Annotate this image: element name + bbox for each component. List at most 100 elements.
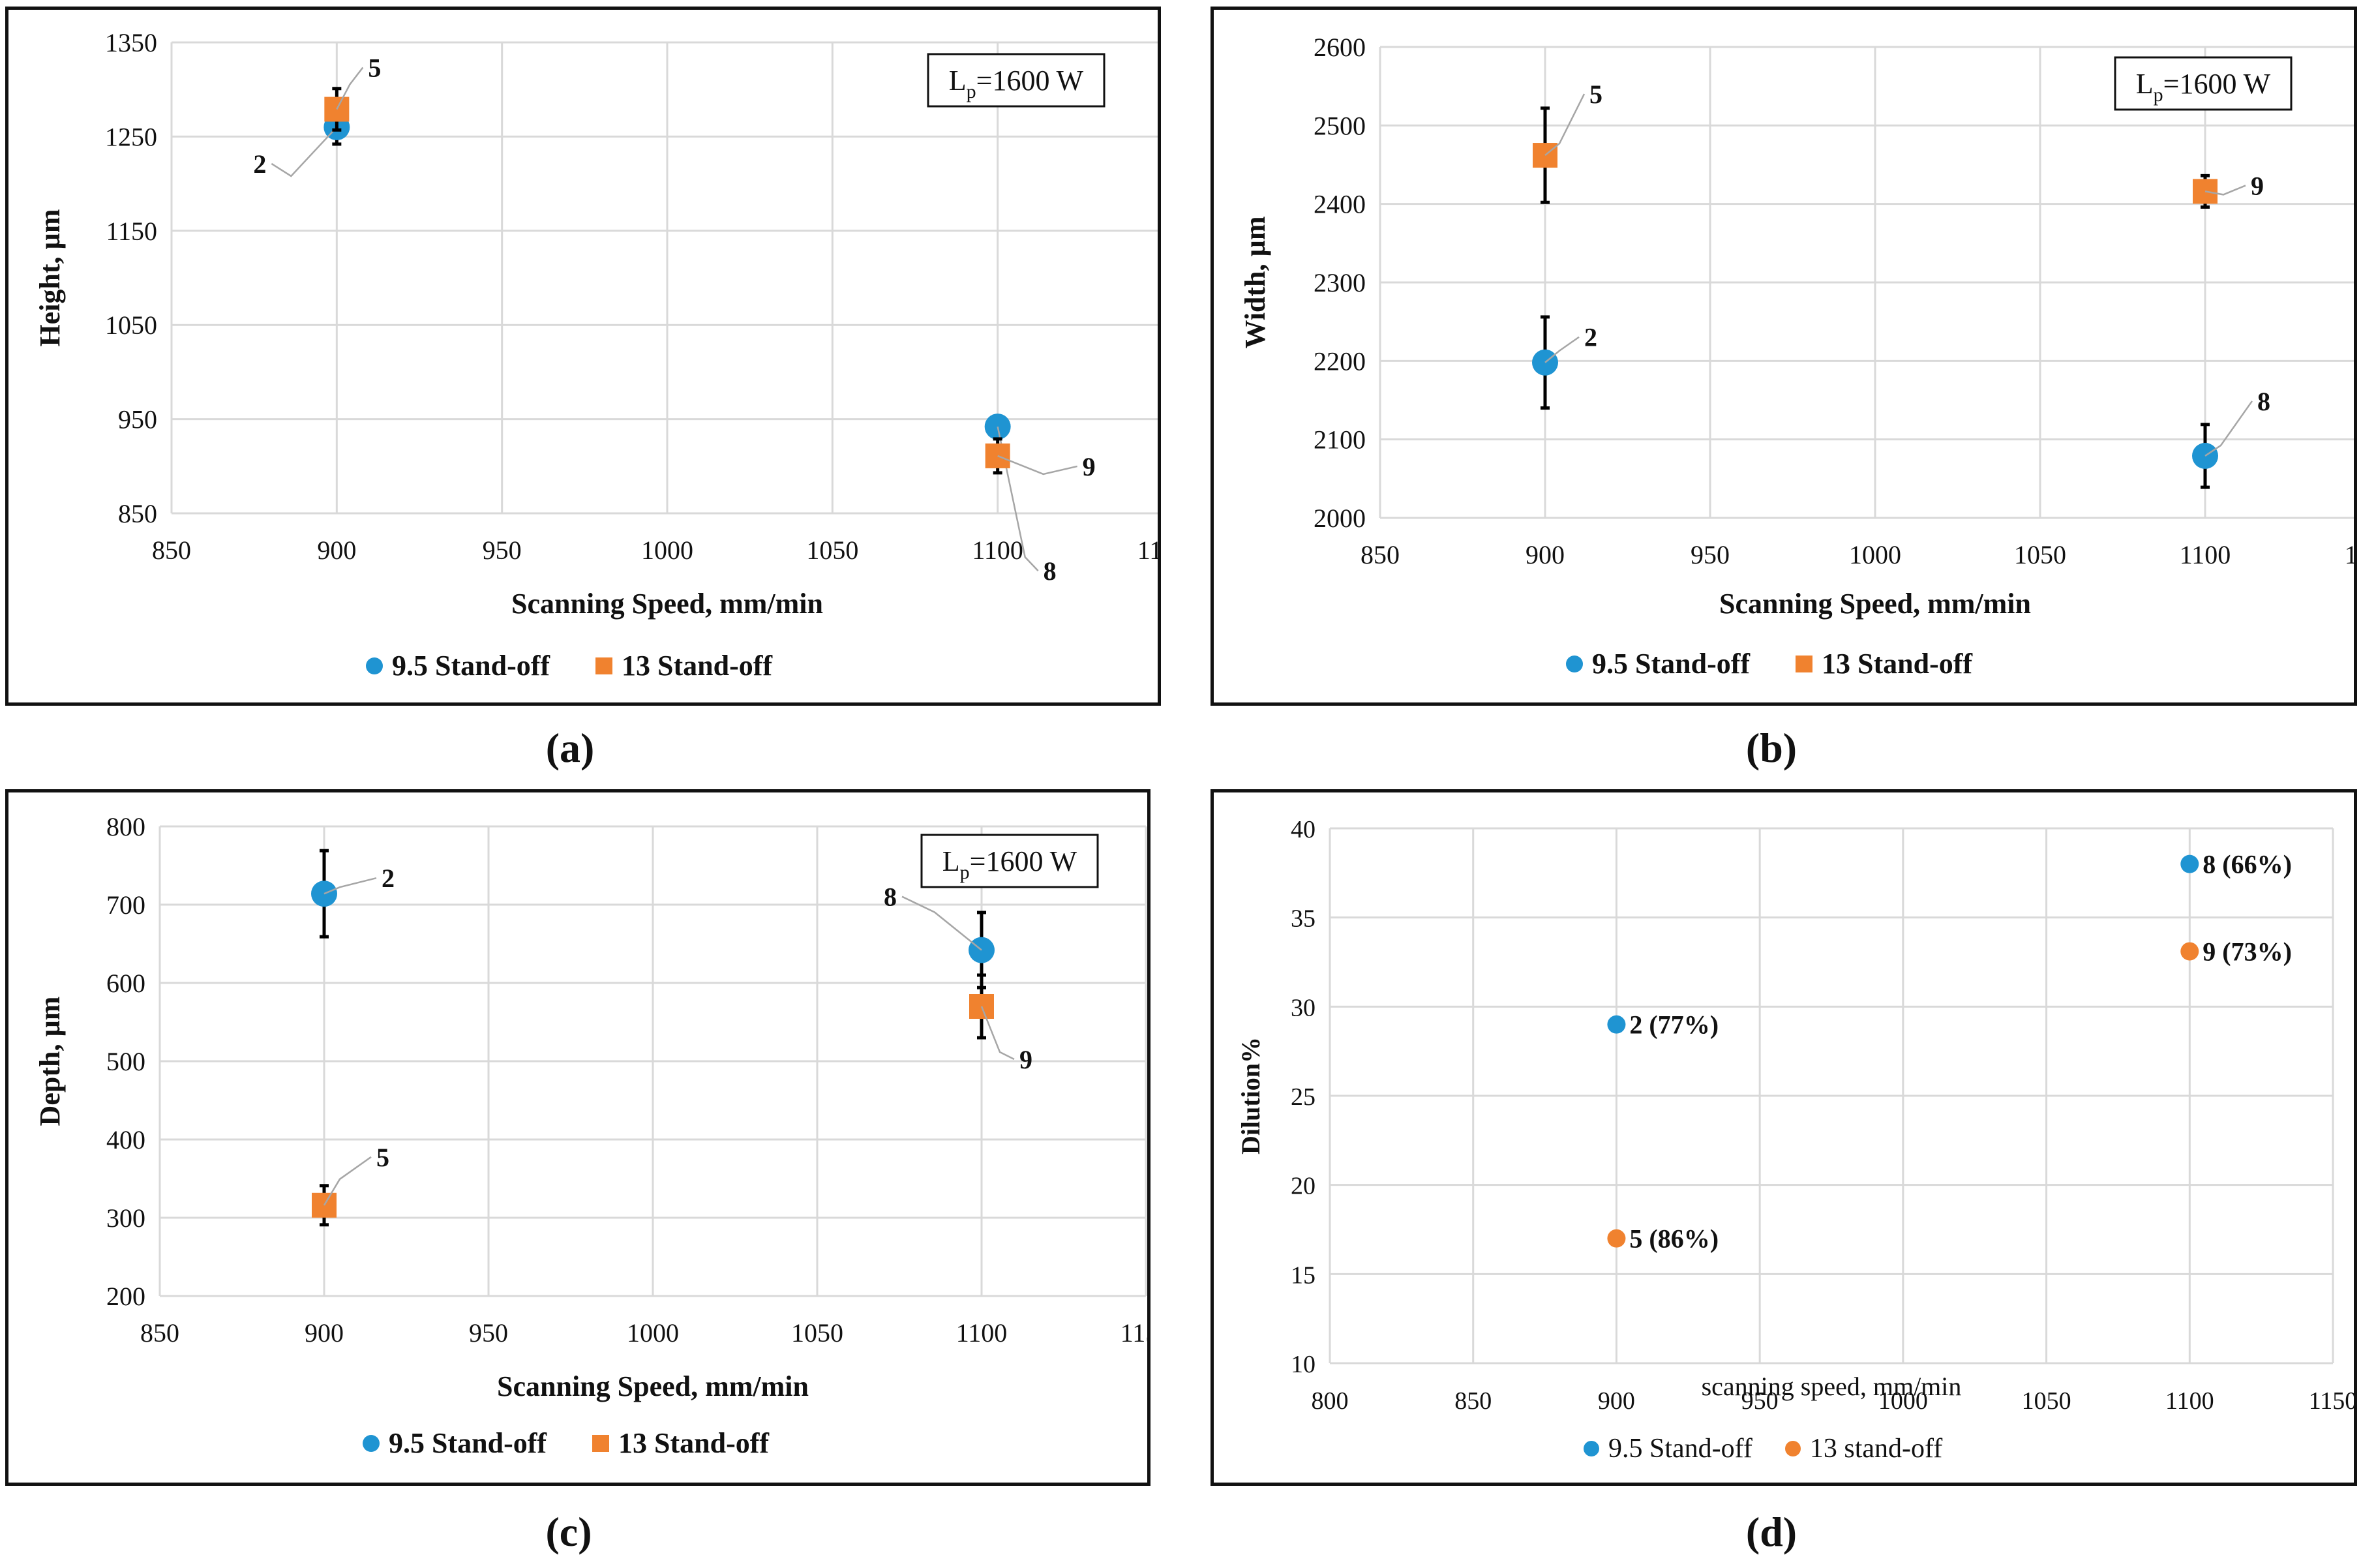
data-point-square [312,1192,337,1218]
legend-item-a-2: 13 Stand-off [595,649,772,682]
legend-a: 9.5 Stand-off 13 Stand-off [366,649,772,682]
power-annotation-box [927,53,1105,108]
legend-label: 13 Stand-off [1822,648,1973,680]
legend-label: 13 Stand-off [618,1427,770,1459]
x-tick-label: 1150 [2345,540,2354,569]
legend-item-c-1: 9.5 Stand-off [363,1426,547,1460]
x-axis-label: Scanning Speed, mm/min [511,588,823,620]
data-point-circle [2180,854,2199,873]
x-tick-label: 850 [152,535,191,565]
legend-item-d-2: 13 stand-off [1784,1433,1943,1464]
y-tick-label: 2400 [1314,190,1366,219]
power-annotation-text: Lp=1600 W [949,65,1084,102]
x-tick-label: 950 [1741,1387,1779,1415]
x-tick-label: 1050 [791,1318,843,1348]
y-axis-label: Width, µm [1239,216,1271,348]
data-point-circle [2180,942,2199,961]
power-annotation-text: Lp=1600 W [2136,68,2271,106]
y-axis-label: Height, µm [34,209,66,346]
x-tick-label: 1000 [641,535,693,565]
chart-c-svg: 850 900 950 1000 1050 1100 1150 200 300 400 500 600… [34,812,1147,1402]
caption-a: (a) [545,725,595,771]
leader-line [997,426,1039,572]
y-tick-label: 1050 [105,310,157,340]
y-axis-label: Dilution% [1236,1037,1265,1154]
x-tick-label: 1050 [2022,1387,2071,1415]
y-tick-label: 400 [106,1125,145,1154]
legend-marker-circle [366,657,383,674]
y-tick-label: 10 [1291,1351,1316,1378]
legend-label: 13 stand-off [1809,1434,1943,1464]
legend-marker-square [1796,655,1813,672]
legend-b: 9.5 Stand-off 13 Stand-off [1566,647,1972,680]
leader-line [901,896,982,951]
leader-line [336,67,364,110]
y-tick-label: 2200 [1314,346,1366,376]
data-point-circle [1607,1229,1626,1248]
y-tick-label: 600 [106,969,145,998]
power-annotation-text: Lp=1600 W [942,845,1077,883]
x-tick-label: 1150 [1137,535,1158,565]
chart-panel-d: 800 850 900 950 1000 1050 1100 1150 10 15 20 25 30 35… [1211,789,2357,1486]
leader-line [271,127,338,177]
y-tick-label: 500 [106,1047,145,1076]
y-tick-label: 20 [1291,1173,1316,1200]
data-label: 8 [1044,556,1057,586]
caption-c: (c) [545,1509,592,1555]
data-label: 2 [1584,323,1597,352]
legend-marker-square [592,1434,610,1452]
x-tick-label: 1150 [1120,1318,1147,1348]
chart-d-svg: 800 850 900 950 1000 1050 1100 1150 10 15 20 25 30 35… [1236,816,2354,1415]
chart-panel-a: 850 900 950 1000 1050 1100 1150 850 950 1050 1150 1… [5,7,1161,706]
legend-marker-circle [363,1434,380,1452]
x-tick-label: 900 [305,1318,344,1348]
y-tick-label: 300 [106,1203,145,1233]
legend-label: 9.5 Stand-off [1608,1434,1752,1464]
x-tick-label: 950 [469,1318,508,1348]
x-tick-label: 800 [1312,1387,1349,1415]
legend-d: 9.5 Stand-off 13 stand-off [1584,1433,1942,1464]
data-label: 5 [376,1143,389,1172]
x-tick-label: 900 [1526,540,1565,569]
x-axis-label: Scanning Speed, mm/min [1719,588,2031,620]
legend-item-a-1: 9.5 Stand-off [366,649,550,682]
caption-d: (d) [1745,1509,1797,1555]
y-tick-label: 1250 [105,122,157,151]
data-label: 9 [1083,452,1096,481]
x-tick-label: 1100 [2180,540,2231,569]
leader-line [997,455,1077,475]
data-label: 9 (73%) [2203,937,2292,967]
y-tick-label: 200 [106,1282,145,1311]
legend-marker-circle [1584,1441,1599,1456]
x-tick-label: 1150 [2309,1387,2354,1415]
chart-b-svg: 850 900 950 1000 1050 1100 1150 2000 2100 2200 230… [1239,33,2354,620]
data-label: 2 [253,149,266,179]
x-tick-label: 1050 [2014,540,2066,569]
x-tick-label: 900 [1598,1387,1635,1415]
y-tick-label: 2000 [1314,504,1366,533]
data-label: 5 [1589,80,1602,109]
data-label: 8 [2257,387,2270,416]
leader-line [1544,93,1586,157]
legend-item-c-2: 13 Stand-off [592,1426,769,1460]
y-tick-label: 35 [1291,905,1316,933]
y-tick-label: 1350 [105,28,157,57]
power-annotation-box [920,834,1099,888]
legend-marker-circle [1566,655,1583,672]
data-label: 2 [382,864,395,893]
x-axis-label: scanning speed, mm/min [1702,1372,1962,1401]
x-tick-label: 850 [1361,540,1400,569]
leader-line [2204,185,2246,196]
leader-line [1544,336,1580,363]
x-tick-label: 900 [317,535,356,565]
data-label: 9 [1019,1045,1032,1074]
y-tick-label: 2500 [1314,111,1366,140]
legend-label: 9.5 Stand-off [1592,648,1751,680]
data-label: 5 [368,53,381,83]
x-axis-label: Scanning Speed, mm/min [497,1370,809,1402]
legend-label: 9.5 Stand-off [392,650,550,682]
x-tick-label: 1000 [627,1318,679,1348]
y-tick-label: 2100 [1314,425,1366,455]
x-tick-label: 1100 [956,1318,1008,1348]
y-tick-label: 15 [1291,1261,1316,1289]
